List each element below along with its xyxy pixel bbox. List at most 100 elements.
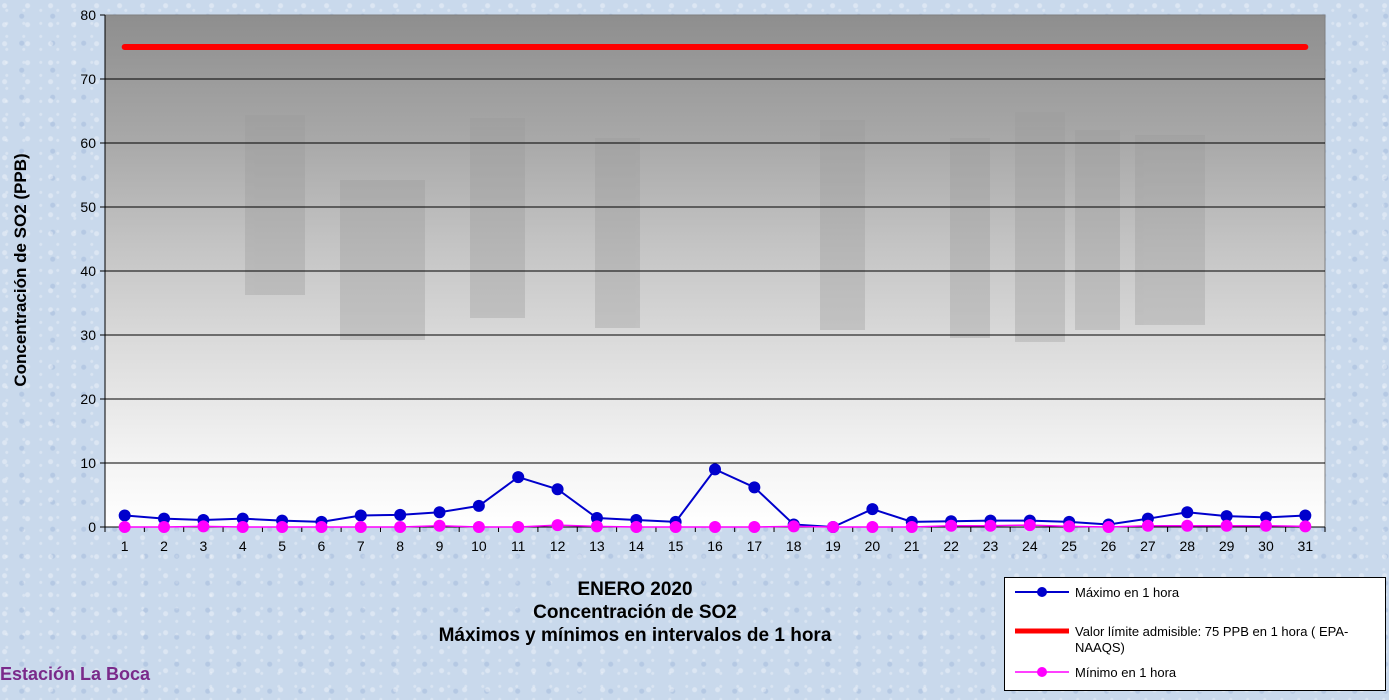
data-point-min xyxy=(276,521,289,533)
data-point-max xyxy=(709,463,721,476)
data-point-min xyxy=(1141,519,1154,532)
y-axis-ticks: 0 10 20 30 40 50 60 70 80 xyxy=(80,7,106,535)
data-point-max xyxy=(433,506,446,519)
data-point-max xyxy=(590,512,603,525)
x-tick-label: 21 xyxy=(904,538,920,554)
legend-swatch-min xyxy=(1015,667,1069,677)
y-tick-label: 60 xyxy=(80,135,96,151)
data-point-min xyxy=(1259,519,1272,532)
x-tick-label: 10 xyxy=(471,538,487,554)
station-label: Estación La Boca xyxy=(0,664,151,684)
x-tick-label: 16 xyxy=(707,538,723,554)
data-point-min xyxy=(472,521,485,533)
legend-label-max: Máximo en 1 hora xyxy=(1075,585,1180,600)
data-point-max xyxy=(158,512,171,525)
y-tick-label: 50 xyxy=(80,199,96,215)
data-point-min xyxy=(630,521,643,533)
chart-titles: ENERO 2020 Concentración de SO2 Máximos … xyxy=(340,578,930,647)
data-point-min xyxy=(866,521,879,533)
x-tick-label: 15 xyxy=(668,538,684,554)
data-point-max xyxy=(394,508,407,521)
y-tick-label: 30 xyxy=(80,327,96,343)
x-tick-label: 25 xyxy=(1061,538,1077,554)
legend: Máximo en 1 hora Valor límite admisible:… xyxy=(1004,577,1386,691)
data-point-max xyxy=(1220,510,1233,523)
data-point-min xyxy=(984,519,997,532)
x-tick-label: 7 xyxy=(357,538,365,554)
x-tick-label: 23 xyxy=(983,538,999,554)
data-point-max xyxy=(354,509,367,522)
x-tick-label: 9 xyxy=(436,538,444,554)
gridlines xyxy=(105,78,1325,464)
data-point-min xyxy=(551,519,564,532)
y-tick-label: 0 xyxy=(88,519,96,535)
x-tick-label: 5 xyxy=(278,538,286,554)
x-tick-label: 18 xyxy=(786,538,802,554)
x-tick-label: 8 xyxy=(396,538,404,554)
data-point-max xyxy=(1181,506,1194,519)
x-tick-label: 19 xyxy=(825,538,841,554)
data-point-min xyxy=(1023,519,1036,532)
data-point-max xyxy=(512,471,525,484)
data-point-min xyxy=(1299,520,1312,533)
x-tick-label: 14 xyxy=(629,538,645,554)
data-point-min xyxy=(709,521,721,533)
city-silhouette xyxy=(245,112,1205,342)
x-tick-label: 20 xyxy=(865,538,881,554)
x-tick-label: 30 xyxy=(1258,538,1274,554)
y-tick-label: 70 xyxy=(80,71,96,87)
x-tick-label: 2 xyxy=(160,538,168,554)
data-point-min xyxy=(590,520,603,533)
x-tick-label: 11 xyxy=(511,538,526,554)
x-tick-label: 29 xyxy=(1219,538,1235,554)
data-point-min xyxy=(1102,521,1115,533)
legend-swatch-max xyxy=(1015,587,1069,597)
x-tick-label: 1 xyxy=(121,538,129,554)
x-tick-label: 31 xyxy=(1298,538,1314,554)
x-tick-label: 13 xyxy=(589,538,605,554)
x-tick-label: 22 xyxy=(943,538,959,554)
y-axis-label: Concentración de SO2 (PPB) xyxy=(11,153,30,386)
data-point-min xyxy=(197,520,210,533)
series-min xyxy=(118,519,1312,533)
data-point-min xyxy=(1063,520,1076,533)
y-tick-label: 20 xyxy=(80,391,96,407)
data-point-max xyxy=(236,512,249,525)
data-point-min xyxy=(354,521,367,533)
data-point-min xyxy=(433,519,446,532)
x-tick-label: 27 xyxy=(1140,538,1156,554)
data-point-max xyxy=(866,503,879,516)
data-point-min xyxy=(827,521,840,533)
chart-subtitle: Máximos y mínimos en intervalos de 1 hor… xyxy=(438,625,832,646)
data-point-min xyxy=(158,521,171,533)
data-point-min xyxy=(1220,519,1233,532)
data-point-min xyxy=(118,521,131,533)
x-tick-label: 17 xyxy=(747,538,763,554)
data-point-max xyxy=(1259,511,1272,524)
data-point-min xyxy=(1181,519,1194,532)
data-point-min xyxy=(394,521,407,533)
x-tick-label: 3 xyxy=(199,538,207,554)
chart-title-pollutant: Concentración de SO2 xyxy=(533,602,737,623)
x-tick-label: 28 xyxy=(1179,538,1195,554)
y-tick-label: 40 xyxy=(80,263,96,279)
data-point-min xyxy=(669,521,682,533)
y-tick-label: 80 xyxy=(80,7,96,23)
data-point-max xyxy=(1299,509,1312,522)
data-point-max xyxy=(551,483,564,496)
legend-swatch-limit xyxy=(1015,628,1069,634)
data-point-max xyxy=(748,481,761,494)
x-tick-label: 4 xyxy=(239,538,247,554)
data-point-min xyxy=(315,521,328,533)
data-point-min xyxy=(787,520,800,533)
data-point-min xyxy=(512,521,525,533)
x-tick-label: 6 xyxy=(318,538,326,554)
legend-label-min: Mínimo en 1 hora xyxy=(1075,665,1177,680)
x-tick-label: 24 xyxy=(1022,538,1038,554)
legend-label-limit: Valor límite admisible: 75 PPB en 1 hora… xyxy=(1075,624,1349,655)
data-point-max xyxy=(118,509,131,522)
data-point-min xyxy=(905,521,918,533)
chart-title-month: ENERO 2020 xyxy=(577,579,693,600)
x-tick-label: 12 xyxy=(550,538,566,554)
